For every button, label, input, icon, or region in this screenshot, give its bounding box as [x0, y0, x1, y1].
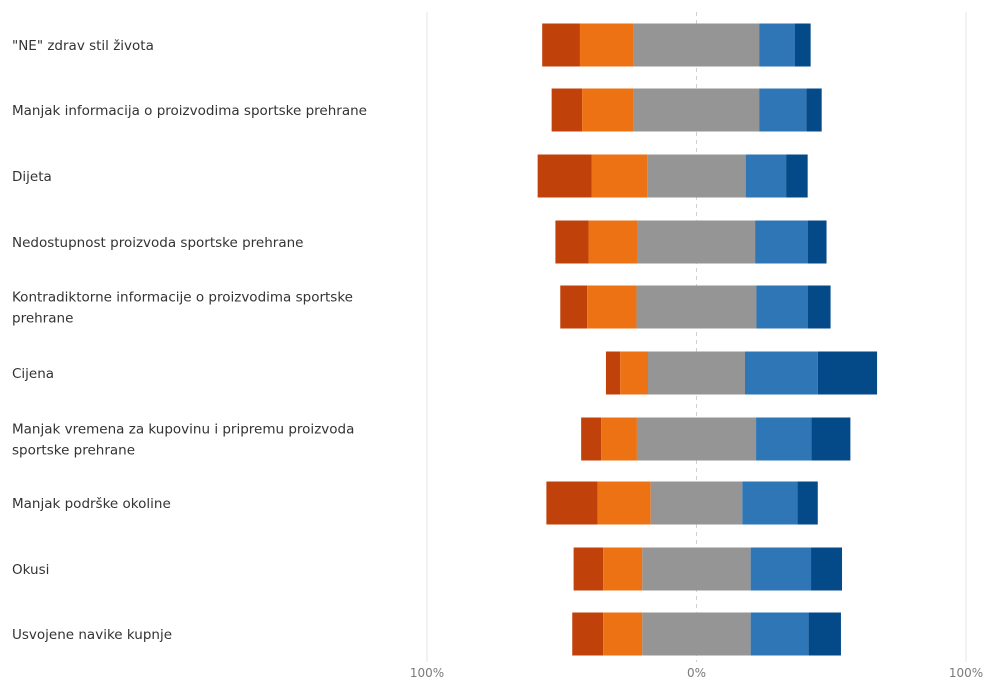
- bar-segment: [603, 547, 643, 591]
- bars-layer: [537, 23, 878, 656]
- bar-segment: [745, 154, 787, 198]
- bar-segment: [636, 417, 757, 461]
- bar-segment: [759, 88, 807, 132]
- bar-segment: [650, 481, 743, 525]
- bar-segment: [633, 88, 760, 132]
- bar-segment: [588, 220, 638, 264]
- bar-segment: [573, 547, 604, 591]
- bar-segment: [587, 285, 637, 329]
- category-labels: "NE" zdrav stil života Manjak informacija…: [12, 38, 367, 643]
- category-label: Usvojene navike kupnje: [12, 627, 172, 643]
- bar-segment: [603, 612, 643, 656]
- bar-segment: [806, 88, 822, 132]
- category-label: Cijena: [12, 366, 54, 382]
- bar-segment: [808, 612, 841, 656]
- bar-segment: [642, 612, 751, 656]
- x-tick-label: 100%: [410, 666, 444, 680]
- bar-segment: [795, 23, 811, 67]
- category-label: "NE" zdrav stil života: [12, 38, 154, 54]
- bar-segment: [647, 154, 746, 198]
- bar-segment: [537, 154, 592, 198]
- bar-segment: [750, 547, 812, 591]
- bar-segment: [759, 23, 796, 67]
- bar-segment: [581, 417, 602, 461]
- grid-layer: [426, 12, 967, 662]
- bar-segment: [637, 220, 756, 264]
- bar-segment: [597, 481, 651, 525]
- bar-segment: [620, 351, 648, 395]
- bar-segment: [605, 351, 621, 395]
- x-axis-ticks: 100% 0% 100%: [410, 666, 983, 680]
- bar-segment: [756, 417, 812, 461]
- bar-segment: [560, 285, 588, 329]
- bar-segment: [786, 154, 808, 198]
- bar-segment: [591, 154, 648, 198]
- bar-segment: [817, 351, 878, 395]
- category-label: Manjak podrške okoline: [12, 496, 171, 512]
- category-label: Manjak vremena za kupovinu i pripremu pr…: [12, 422, 354, 459]
- bar-segment: [601, 417, 637, 461]
- x-tick-label: 0%: [687, 666, 706, 680]
- category-label: Manjak informacija o proizvodima sportsk…: [12, 103, 367, 119]
- bar-segment: [582, 88, 634, 132]
- bar-segment: [647, 351, 746, 395]
- bar-segment: [807, 285, 831, 329]
- bar-segment: [633, 23, 760, 67]
- bar-segment: [572, 612, 604, 656]
- bar-segment: [755, 220, 808, 264]
- bar-segment: [551, 88, 583, 132]
- bar-segment: [797, 481, 818, 525]
- bar-segment: [542, 23, 580, 67]
- category-label: Kontradiktorne informacije o proizvodima…: [12, 290, 353, 327]
- bar-segment: [750, 612, 809, 656]
- bar-segment: [546, 481, 598, 525]
- bar-segment: [811, 417, 851, 461]
- category-label: Nedostupnost proizvoda sportske prehrane: [12, 235, 303, 251]
- category-label: Okusi: [12, 562, 49, 578]
- bar-segment: [756, 285, 808, 329]
- x-tick-label: 100%: [949, 666, 983, 680]
- bar-segment: [555, 220, 589, 264]
- bar-segment: [811, 547, 843, 591]
- category-label: Dijeta: [12, 169, 52, 185]
- bar-segment: [807, 220, 827, 264]
- bar-segment: [642, 547, 751, 591]
- bar-segment: [742, 481, 798, 525]
- bar-segment: [579, 23, 634, 67]
- bar-segment: [745, 351, 818, 395]
- bar-segment: [636, 285, 757, 329]
